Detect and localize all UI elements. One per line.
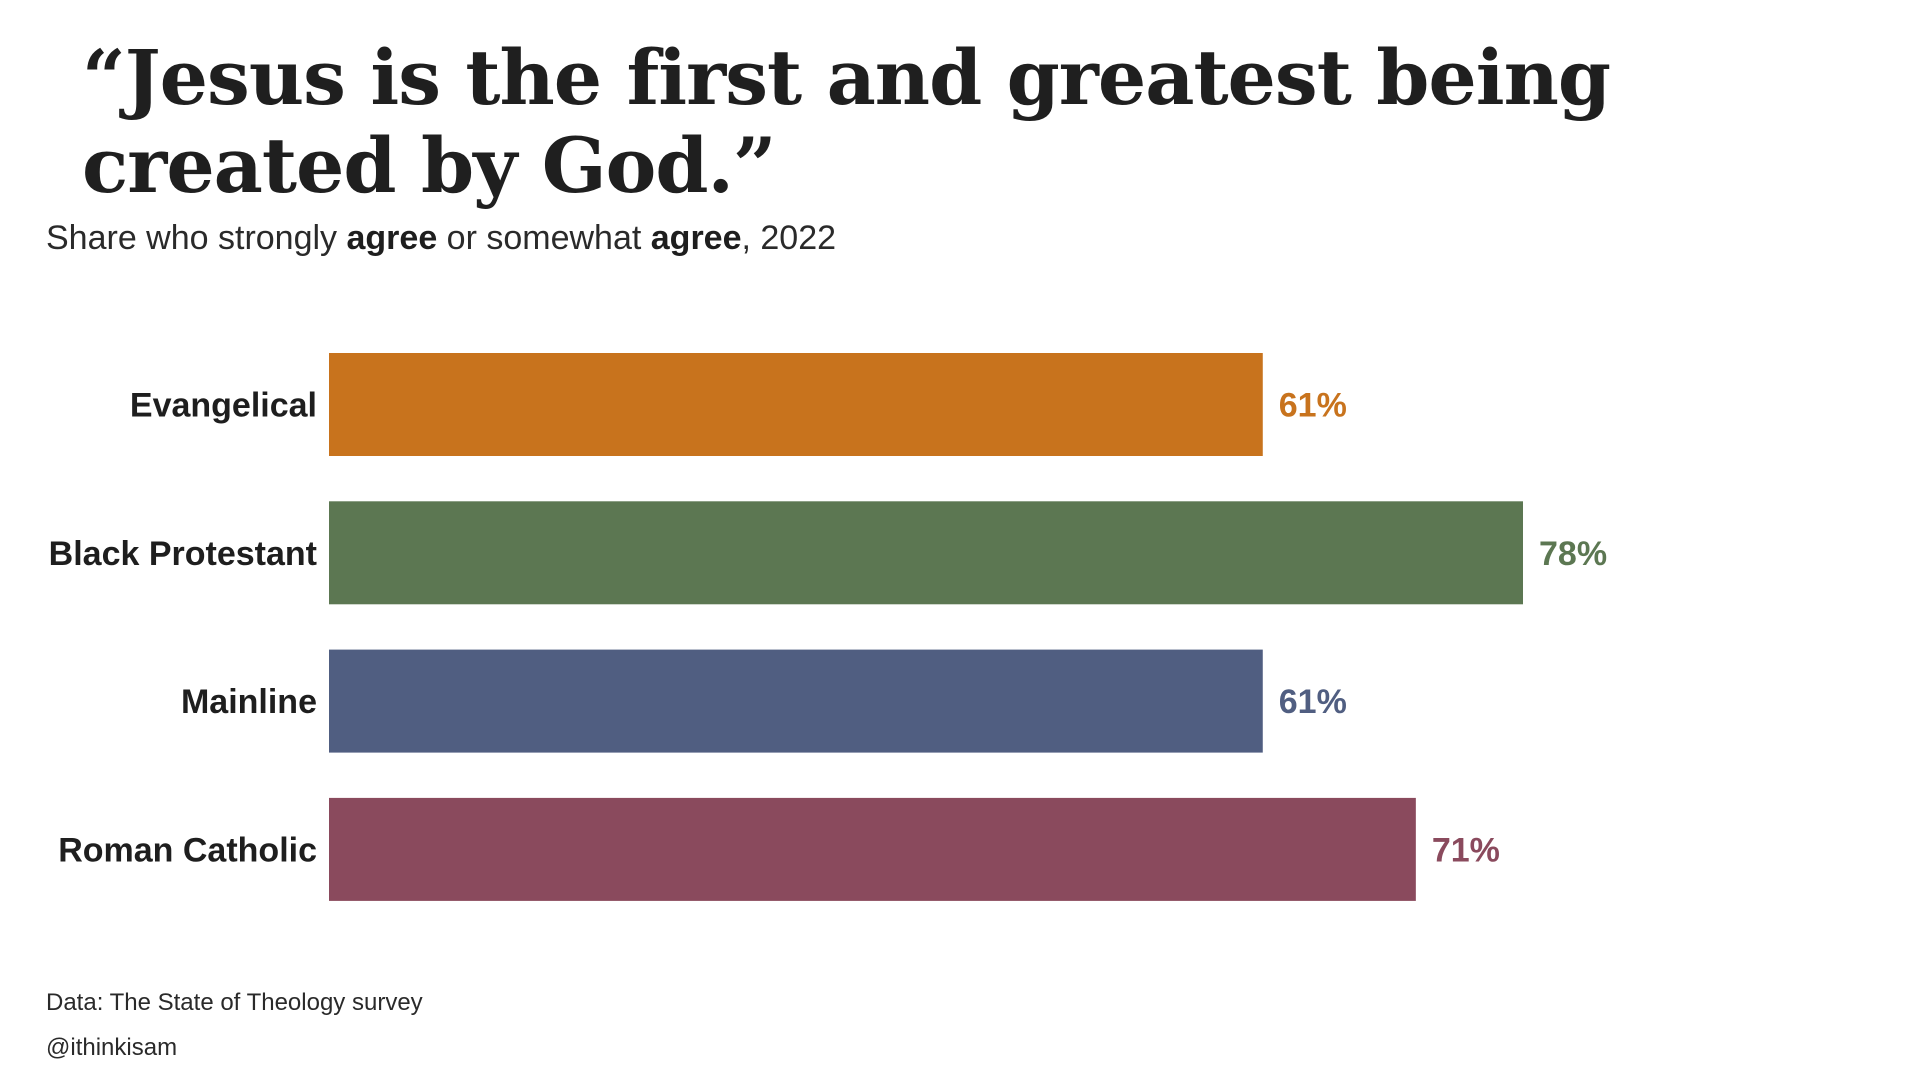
- value-label-mainline: 61%: [1279, 683, 1347, 721]
- category-label-evangelical: Evangelical: [130, 387, 317, 425]
- chart-title: “Jesus is the first and greatest being c…: [82, 33, 1611, 210]
- bar-mainline: [329, 649, 1263, 753]
- category-label-roman-catholic: Roman Catholic: [58, 831, 317, 869]
- bar-group-mainline: Mainline 61%: [181, 649, 1347, 753]
- subtitle-bold-2: agree: [650, 219, 742, 257]
- data-source: Data: The State of Theology survey: [46, 989, 423, 1016]
- bar-black-protestant: [329, 501, 1523, 605]
- subtitle-text-2: or somewhat: [437, 219, 651, 257]
- value-label-roman-catholic: 71%: [1432, 831, 1500, 869]
- subtitle-text-1: Share who strongly: [46, 219, 347, 257]
- chart-subtitle: Share who strongly agree or somewhat agr…: [46, 216, 836, 260]
- subtitle-text-3: , 2022: [741, 219, 837, 257]
- value-label-black-protestant: 78%: [1539, 535, 1607, 573]
- value-label-evangelical: 61%: [1279, 387, 1347, 425]
- subtitle-bold-1: agree: [346, 219, 438, 257]
- bar-evangelical: [329, 353, 1263, 456]
- bar-roman-catholic: [329, 797, 1416, 901]
- category-label-mainline: Mainline: [181, 683, 317, 721]
- bar-group-roman-catholic: Roman Catholic 71%: [58, 797, 1500, 901]
- category-label-black-protestant: Black Protestant: [49, 535, 317, 573]
- bar-group-evangelical: Evangelical 61%: [130, 353, 1347, 456]
- bar-group-black-protestant: Black Protestant 78%: [49, 501, 1607, 605]
- author-credit: @ithinkisam: [46, 1034, 178, 1061]
